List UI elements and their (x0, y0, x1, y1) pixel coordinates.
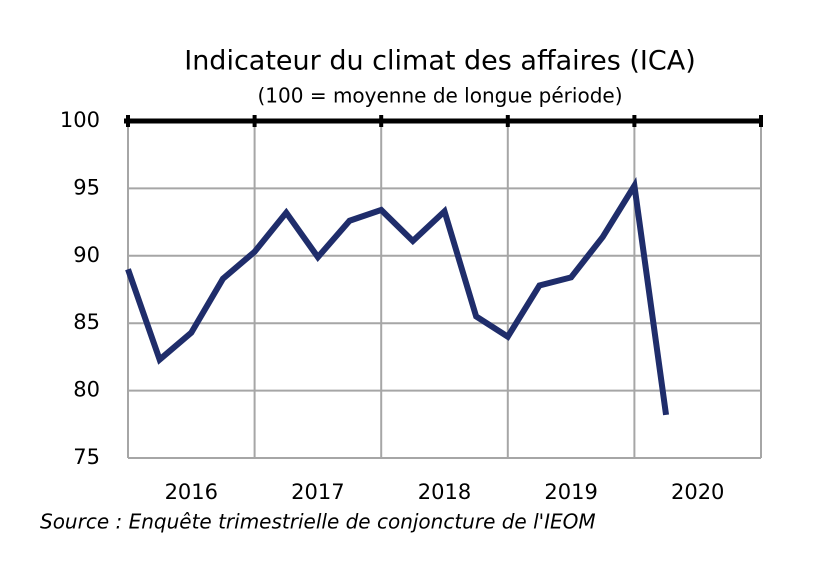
y-tick-label: 80 (73, 378, 100, 402)
y-tick-label: 90 (73, 243, 100, 267)
x-tick-label: 2017 (291, 480, 344, 504)
chart-subtitle: (100 = moyenne de longue période) (258, 84, 623, 108)
y-tick-label: 85 (73, 310, 100, 334)
x-tick-label: 2019 (544, 480, 597, 504)
x-tick-label: 2020 (671, 480, 724, 504)
source-note: Source : Enquête trimestrielle de conjon… (40, 510, 596, 534)
x-tick-label: 2016 (165, 480, 218, 504)
chart-title: Indicateur du climat des affaires (ICA) (184, 46, 696, 77)
data-line (125, 177, 670, 416)
x-tick-label: 2018 (418, 480, 471, 504)
y-tick-label: 75 (73, 445, 100, 469)
y-tick-label: 95 (73, 175, 100, 199)
y-tick-label: 100 (60, 108, 100, 132)
